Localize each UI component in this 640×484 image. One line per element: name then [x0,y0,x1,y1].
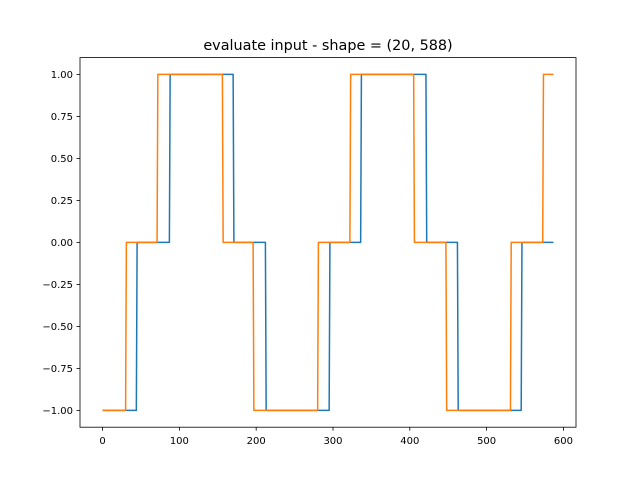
y-tick-label: 0.75 [51,112,73,123]
x-tick-label: 200 [247,436,266,447]
series-line-1 [102,73,554,412]
axes-frame [79,57,577,428]
y-tick-label: −1.00 [42,406,73,417]
y-tick-label: 0.25 [51,196,73,207]
series-layer [102,73,554,412]
y-tick-label: 0.50 [51,154,73,165]
series-line-0 [102,73,554,412]
x-tick-label: 500 [477,436,496,447]
y-tick-label: −0.25 [42,280,73,291]
y-tick-label: 0.00 [51,238,73,249]
y-tick-label: −0.50 [42,322,73,333]
y-tick-label: 1.00 [51,70,73,81]
x-axis: 0 100 200 300 400 500 600 [99,427,573,447]
x-tick-label: 400 [400,436,419,447]
chart-title: evaluate input - shape = (20, 588) [203,38,452,54]
x-tick-label: 0 [99,436,105,447]
y-tick-label: −0.75 [42,364,73,375]
x-tick-label: 600 [554,436,573,447]
x-tick-label: 300 [323,436,342,447]
y-axis: −1.00 −0.75 −0.50 −0.25 0.00 0.25 0.50 0.75 1.00 [42,70,80,417]
x-tick-label: 100 [170,436,189,447]
